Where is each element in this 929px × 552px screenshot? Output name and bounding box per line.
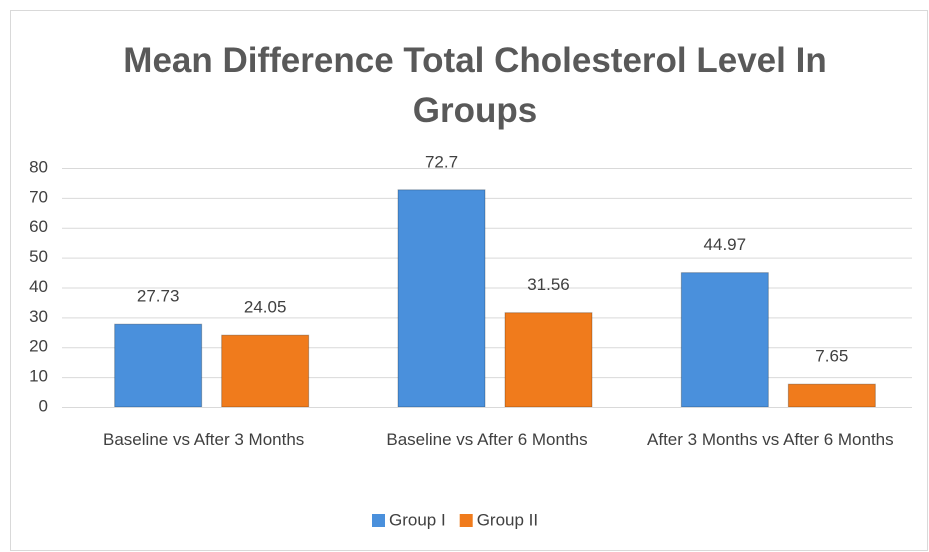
legend-swatch <box>459 514 473 527</box>
y-tick-label: 70 <box>29 187 48 206</box>
x-tick-label: Baseline vs After 6 Months <box>386 430 588 449</box>
y-tick-label: 60 <box>29 217 48 236</box>
y-tick-label: 10 <box>29 367 48 386</box>
y-tick-label: 80 <box>29 157 48 176</box>
legend-swatch <box>372 514 385 527</box>
data-label: 44.97 <box>704 235 747 254</box>
data-label: 27.73 <box>137 287 180 306</box>
y-tick-label: 0 <box>39 396 48 415</box>
bar <box>504 312 593 408</box>
y-tick-label: 40 <box>29 277 48 296</box>
legend-label: Group II <box>477 510 538 529</box>
data-label: 7.65 <box>815 347 848 366</box>
y-tick-label: 50 <box>29 247 48 266</box>
y-tick-label: 30 <box>29 307 48 326</box>
bar <box>221 334 310 408</box>
x-tick-label: After 3 Months vs After 6 Months <box>647 430 894 449</box>
data-label: 31.56 <box>527 275 570 294</box>
chart-title: Mean Difference Total Cholesterol Level … <box>123 41 827 130</box>
y-tick-label: 20 <box>29 337 48 356</box>
legend-label: Group I <box>389 510 446 529</box>
bar <box>397 189 486 408</box>
bar <box>114 323 203 408</box>
bar <box>680 272 769 408</box>
bar <box>787 383 876 408</box>
x-tick-label: Baseline vs After 3 Months <box>103 430 305 449</box>
data-label: 24.05 <box>244 298 287 317</box>
data-label: 72.7 <box>425 152 458 171</box>
